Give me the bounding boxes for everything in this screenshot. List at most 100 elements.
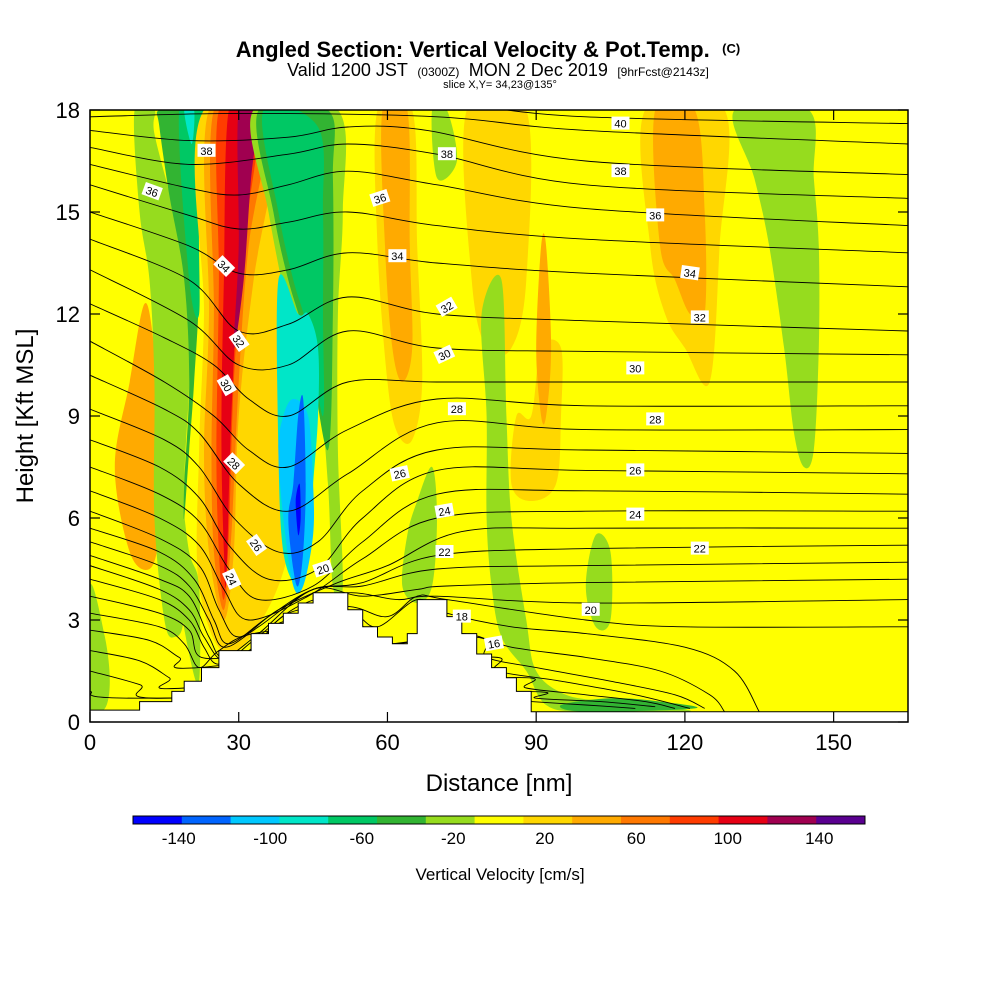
contour-label-8: 34 — [388, 249, 407, 263]
x-axis: 0 30 60 90 120 150 — [84, 110, 852, 755]
theta-line-27 — [90, 439, 908, 582]
theta-line-34 — [90, 211, 908, 288]
colorbar-swatch — [279, 816, 329, 824]
contour-label-text: 32 — [229, 333, 246, 350]
velocity-region-32 — [732, 110, 820, 469]
colorbar-swatch — [425, 816, 476, 824]
contour-label-17: 28 — [646, 412, 665, 426]
contour-label-25: 22 — [690, 541, 709, 556]
colorbar-tick-label: -140 — [162, 829, 196, 848]
contour-label-20: 26 — [626, 463, 645, 477]
contour-label-15: 30 — [216, 374, 237, 397]
theta-line-37 — [90, 143, 908, 199]
theta-line-28 — [90, 408, 908, 554]
colorbar: -140 -100 -60 -20 20 60 100 140 — [132, 815, 866, 848]
x-tick-label: 60 — [375, 730, 399, 755]
theta-contours — [90, 110, 908, 713]
colorbar-swatch — [816, 816, 866, 824]
chart-title: Angled Section: Vertical Velocity & Pot.… — [236, 37, 740, 62]
colorbar-swatch — [328, 816, 378, 824]
theta-line-38 — [90, 125, 908, 176]
contour-label-text: 22 — [694, 544, 706, 556]
contour-label-text: 34 — [391, 251, 403, 263]
colorbar-tick-label: -20 — [441, 829, 466, 848]
colorbar-swatch — [572, 816, 622, 824]
contour-label-29: 18 — [452, 609, 471, 624]
contour-label-16: 28 — [447, 402, 466, 416]
colorbar-tick-label: 140 — [805, 829, 833, 848]
contour-label-5: 36 — [369, 188, 391, 207]
contour-label-text: 36 — [144, 185, 160, 200]
y-axis-label: Height [Kft MSL] — [12, 329, 39, 504]
colorbar-swatch — [474, 816, 524, 824]
velocity-region-27 — [481, 274, 691, 713]
y-tick-label: 0 — [68, 710, 80, 735]
contour-label-text: 30 — [437, 348, 453, 364]
colorbar-swatch — [767, 816, 817, 824]
colorbar-label: Vertical Velocity [cm/s] — [415, 865, 584, 884]
colorbar-frame — [132, 815, 866, 825]
theta-line-39 — [90, 112, 908, 145]
theta-line-26 — [90, 466, 908, 601]
valid-time-utc: (0300Z) — [417, 65, 459, 79]
chart-subtitle: Valid 1200 JST (0300Z) MON 2 Dec 2019 [9… — [287, 60, 709, 80]
x-tick-label: 90 — [524, 730, 548, 755]
contour-label-13: 30 — [433, 344, 456, 365]
velocity-region-15 — [261, 110, 325, 417]
contour-label-text: 20 — [316, 562, 331, 577]
colorbar-tick-label: -60 — [349, 829, 374, 848]
contour-label-19: 26 — [389, 465, 410, 482]
chart-title-main: Angled Section: Vertical Velocity & Pot.… — [236, 37, 710, 62]
contour-label-11: 32 — [690, 310, 709, 324]
velocity-fill — [90, 110, 820, 719]
colorbar-swatch — [621, 816, 671, 824]
contour-label-text: 28 — [649, 414, 661, 426]
colorbar-swatch — [718, 816, 768, 824]
contour-label-text: 32 — [694, 312, 706, 324]
theta-line-31 — [90, 303, 908, 417]
contour-label-2: 38 — [437, 147, 456, 161]
contour-label-text: 26 — [393, 468, 407, 482]
colorbar-tick-label: 20 — [535, 829, 554, 848]
theta-line-21 — [90, 554, 908, 658]
contour-label-text: 30 — [629, 363, 641, 375]
forecast-info: [9hrFcst@2143z] — [617, 65, 709, 79]
contour-label-1: 38 — [197, 143, 216, 158]
contour-label-10: 32 — [435, 296, 458, 317]
contour-label-text: 38 — [614, 166, 626, 178]
contour-label-9: 34 — [680, 265, 700, 281]
velocity-region-3 — [178, 483, 201, 685]
contour-label-text: 30 — [217, 378, 234, 395]
terrain — [90, 592, 908, 722]
contour-label-text: 34 — [683, 267, 697, 281]
y-tick-label: 15 — [56, 200, 80, 225]
colorbar-swatch — [181, 816, 232, 824]
theta-line-29 — [90, 374, 908, 512]
contour-label-text: 40 — [614, 119, 626, 131]
contour-label-text: 38 — [200, 146, 212, 158]
contour-label-text: 26 — [247, 537, 264, 554]
contour-label-4: 36 — [141, 181, 163, 201]
contour-label-26: 20 — [312, 559, 334, 578]
colorbar-tick-label: -100 — [253, 829, 287, 848]
contour-label-14: 30 — [626, 361, 645, 375]
y-tick-label: 9 — [68, 404, 80, 429]
contour-label-text: 16 — [487, 638, 501, 652]
contour-label-text: 24 — [629, 510, 641, 522]
y-tick-label: 3 — [68, 608, 80, 633]
contour-label-text: 26 — [629, 465, 641, 477]
colorbar-tick-label: 60 — [627, 829, 646, 848]
velocity-region-19 — [295, 483, 301, 536]
contour-label-3: 38 — [611, 164, 630, 178]
theta-line-25 — [90, 490, 908, 621]
velocity-region-6 — [184, 110, 195, 144]
contour-label-0: 40 — [611, 116, 630, 131]
colorbar-tick-label: 100 — [714, 829, 742, 848]
colorbar-swatch — [133, 816, 183, 824]
colorbar-swatch — [230, 816, 280, 824]
theta-line-30 — [90, 340, 908, 469]
theta-line-35 — [90, 184, 908, 254]
theta-line-33 — [90, 238, 908, 335]
